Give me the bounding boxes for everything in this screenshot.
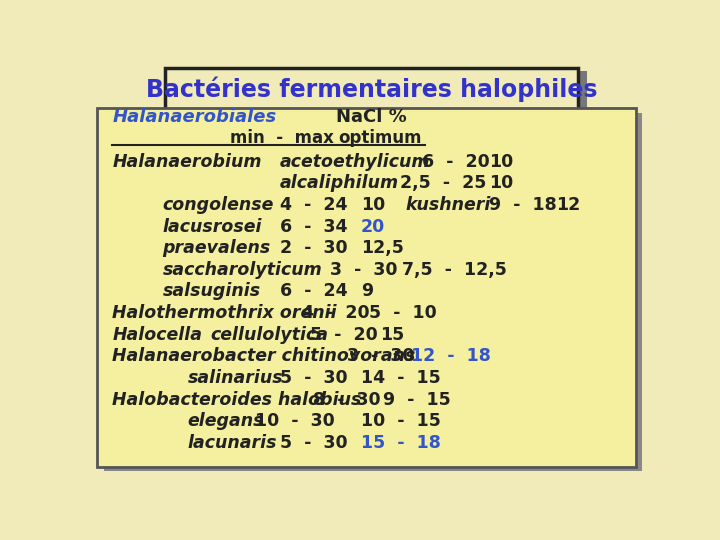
Text: kushneri: kushneri xyxy=(405,196,490,214)
Text: congolense: congolense xyxy=(163,196,274,214)
Text: min  -  max: min - max xyxy=(230,129,333,146)
Text: Halothermothrix orenii: Halothermothrix orenii xyxy=(112,304,337,322)
Text: Halobacteroides halobius: Halobacteroides halobius xyxy=(112,390,361,409)
Text: 10  -  30: 10 - 30 xyxy=(255,412,334,430)
Text: 9: 9 xyxy=(361,282,373,300)
Text: 12: 12 xyxy=(556,196,580,214)
Text: NaCl %: NaCl % xyxy=(336,108,406,126)
Text: 5  -  20: 5 - 20 xyxy=(310,326,378,343)
FancyBboxPatch shape xyxy=(104,113,642,471)
Text: Halanaerobiales: Halanaerobiales xyxy=(112,108,276,126)
Text: 3  -  30: 3 - 30 xyxy=(330,261,397,279)
Text: 12  -  18: 12 - 18 xyxy=(411,347,491,365)
Text: lacunaris: lacunaris xyxy=(188,434,277,452)
Text: praevalens: praevalens xyxy=(163,239,271,257)
Text: acetoethylicum: acetoethylicum xyxy=(280,153,431,171)
Text: alcaliphilum: alcaliphilum xyxy=(280,174,399,192)
Text: cellulolytica: cellulolytica xyxy=(210,326,328,343)
Text: 10  -  15: 10 - 15 xyxy=(361,412,441,430)
Text: 14  -  15: 14 - 15 xyxy=(361,369,441,387)
Text: optimum: optimum xyxy=(338,129,422,146)
Text: saccharolyticum: saccharolyticum xyxy=(163,261,323,279)
Text: 9  -  18: 9 - 18 xyxy=(489,196,557,214)
Text: salsuginis: salsuginis xyxy=(163,282,261,300)
Text: 9  -  15: 9 - 15 xyxy=(383,390,451,409)
FancyBboxPatch shape xyxy=(97,109,636,467)
Text: 8  -  30: 8 - 30 xyxy=(313,390,381,409)
Text: 15: 15 xyxy=(380,326,405,343)
Text: Halocella: Halocella xyxy=(112,326,202,343)
Text: 5  -  10: 5 - 10 xyxy=(369,304,437,322)
Text: 7,5  -  12,5: 7,5 - 12,5 xyxy=(402,261,508,279)
Text: 4  -  20: 4 - 20 xyxy=(302,304,369,322)
Text: 10: 10 xyxy=(489,174,513,192)
Text: 5  -  30: 5 - 30 xyxy=(280,434,347,452)
Text: 6  -  20: 6 - 20 xyxy=(422,153,490,171)
Text: 20: 20 xyxy=(361,218,385,235)
Text: 15  -  18: 15 - 18 xyxy=(361,434,441,452)
Text: 6  -  24: 6 - 24 xyxy=(280,282,347,300)
FancyBboxPatch shape xyxy=(166,68,578,111)
Text: lacusrosei: lacusrosei xyxy=(163,218,262,235)
FancyBboxPatch shape xyxy=(174,71,587,114)
Text: 12,5: 12,5 xyxy=(361,239,403,257)
Text: elegans: elegans xyxy=(188,412,264,430)
Text: 2  -  30: 2 - 30 xyxy=(280,239,347,257)
Text: Bactéries fermentaires halophiles: Bactéries fermentaires halophiles xyxy=(146,76,598,102)
Text: 10: 10 xyxy=(489,153,513,171)
Text: salinarius: salinarius xyxy=(188,369,283,387)
Text: Halanaerobium: Halanaerobium xyxy=(112,153,262,171)
Text: 3  -  30: 3 - 30 xyxy=(347,347,414,365)
Text: Halanaerobacter chitinovorans: Halanaerobacter chitinovorans xyxy=(112,347,415,365)
Text: 10: 10 xyxy=(361,196,385,214)
Text: 5  -  30: 5 - 30 xyxy=(280,369,347,387)
Text: 6  -  34: 6 - 34 xyxy=(280,218,347,235)
Text: 4  -  24: 4 - 24 xyxy=(280,196,347,214)
Text: 2,5  -  25: 2,5 - 25 xyxy=(400,174,486,192)
